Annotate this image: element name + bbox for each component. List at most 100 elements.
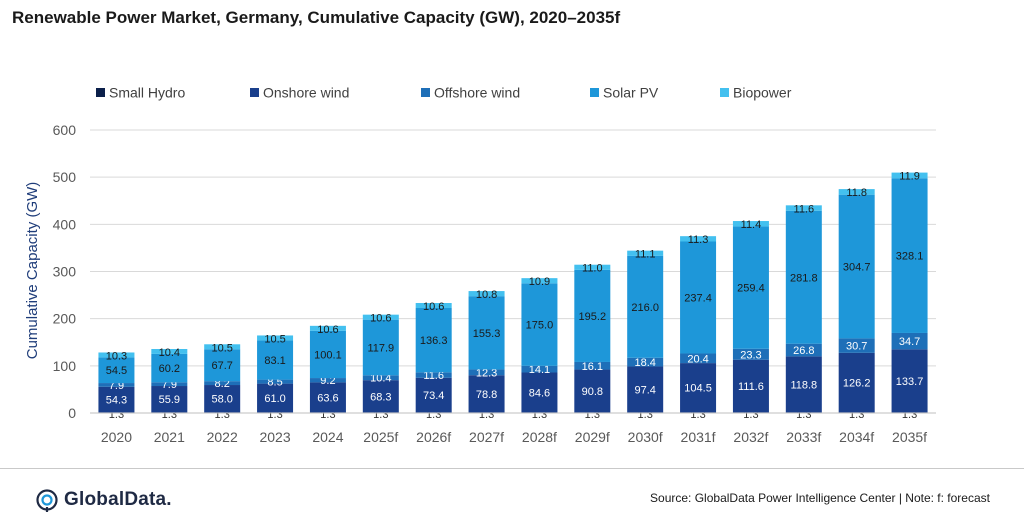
x-tick-label: 2035f	[892, 429, 927, 445]
data-label: 60.2	[159, 363, 180, 375]
legend-label: Biopower	[733, 85, 792, 101]
bar-segment	[415, 308, 452, 373]
y-tick-label: 200	[53, 311, 77, 327]
bar-segment	[574, 361, 611, 370]
bar-segment	[732, 348, 769, 360]
x-tick-label: 2031f	[681, 429, 716, 445]
data-label: 12.3	[476, 367, 497, 379]
bar-segment	[891, 349, 928, 413]
data-label: 11.4	[741, 219, 762, 231]
x-tick-label: 2030f	[628, 429, 663, 445]
y-tick-label: 500	[53, 169, 77, 185]
data-label: 100.1	[314, 349, 342, 361]
y-tick-label: 100	[53, 358, 77, 374]
bar-segment	[415, 377, 452, 413]
data-label: 11.3	[688, 234, 709, 246]
bar-segment	[838, 189, 875, 195]
data-label: 10.5	[211, 342, 232, 354]
bar-segment	[98, 357, 135, 384]
bar-segment	[257, 340, 294, 380]
legend-label: Small Hydro	[109, 85, 185, 101]
data-label: 63.6	[317, 392, 338, 404]
data-label: 11.6	[423, 370, 444, 382]
bar-segment	[415, 303, 452, 309]
data-label: 155.3	[473, 328, 501, 340]
data-label: 16.1	[582, 361, 603, 373]
data-label: 14.1	[529, 364, 550, 376]
y-tick-label: 300	[53, 264, 77, 280]
source-note: Source: GlobalData Power Intelligence Ce…	[650, 491, 990, 505]
bar-segment	[257, 379, 294, 384]
bar-segment	[680, 241, 717, 354]
bar-segment	[98, 352, 135, 358]
bar-segment	[785, 210, 822, 344]
data-label: 11.9	[899, 171, 920, 183]
data-label: 175.0	[526, 320, 554, 332]
bar-segment	[98, 386, 135, 413]
bar-segment	[574, 269, 611, 362]
bar-segment	[732, 359, 769, 413]
bar-segment	[891, 172, 928, 179]
data-label: 10.4	[159, 347, 180, 359]
bar-segment	[151, 386, 188, 413]
data-label: 117.9	[367, 342, 394, 354]
bar-segment	[309, 330, 346, 379]
data-label: 118.8	[790, 379, 817, 391]
bar-segment	[838, 352, 875, 413]
data-label: 281.8	[790, 272, 818, 284]
y-tick-label: 400	[53, 216, 77, 232]
bar-segment	[151, 353, 188, 383]
globaldata-logo-icon	[36, 489, 58, 512]
legend-swatch	[421, 88, 430, 97]
data-label: 104.5	[684, 383, 712, 395]
bar-segment	[680, 363, 717, 413]
bar-segment	[732, 226, 769, 349]
bar-segment	[785, 356, 822, 413]
globaldata-logo: GlobalData.	[34, 487, 172, 513]
x-tick-label: 2029f	[575, 429, 610, 445]
data-label: 8.5	[267, 377, 282, 389]
data-label: 10.8	[476, 289, 497, 301]
data-label: 10.6	[370, 313, 391, 325]
legend-swatch	[590, 88, 599, 97]
bar-segment	[891, 332, 928, 350]
bar-segment	[362, 380, 399, 413]
data-label: 26.8	[793, 345, 814, 357]
data-label: 54.5	[106, 365, 127, 377]
bar-segment	[891, 178, 928, 333]
bar-segment	[627, 357, 664, 367]
bar-segment	[309, 378, 346, 383]
bar-segment	[627, 255, 664, 358]
x-tick-label: 2032f	[733, 429, 768, 445]
data-label: 68.3	[370, 391, 391, 403]
bar-segment	[785, 343, 822, 357]
data-label: 84.6	[529, 387, 550, 399]
bar-segment	[309, 325, 346, 331]
bar-segment	[204, 349, 241, 382]
data-label: 34.7	[899, 336, 920, 348]
bar-segment	[468, 296, 505, 370]
bar-segment	[309, 382, 346, 413]
chart-title: Renewable Power Market, Germany, Cumulat…	[12, 8, 621, 27]
bar-segment	[415, 372, 452, 378]
bar-segment	[204, 381, 241, 386]
bar-segment	[838, 338, 875, 353]
legend-swatch	[720, 88, 729, 97]
bar-segment	[257, 383, 294, 413]
y-tick-label: 0	[68, 405, 76, 421]
bar-segment	[362, 375, 399, 381]
data-label: 18.4	[634, 357, 655, 369]
bar-segment	[627, 250, 664, 256]
bar-segment	[257, 335, 294, 341]
data-label: 328.1	[896, 251, 924, 263]
bar-segment	[785, 205, 822, 211]
data-label: 237.4	[684, 292, 712, 304]
data-label: 67.7	[211, 360, 232, 372]
data-label: 304.7	[843, 262, 871, 274]
x-tick-label: 2028f	[522, 429, 557, 445]
bar-segment	[468, 291, 505, 297]
data-label: 10.4	[370, 373, 391, 385]
bar-segment	[98, 383, 135, 387]
data-label: 97.4	[634, 384, 655, 396]
legend-swatch	[96, 88, 105, 97]
